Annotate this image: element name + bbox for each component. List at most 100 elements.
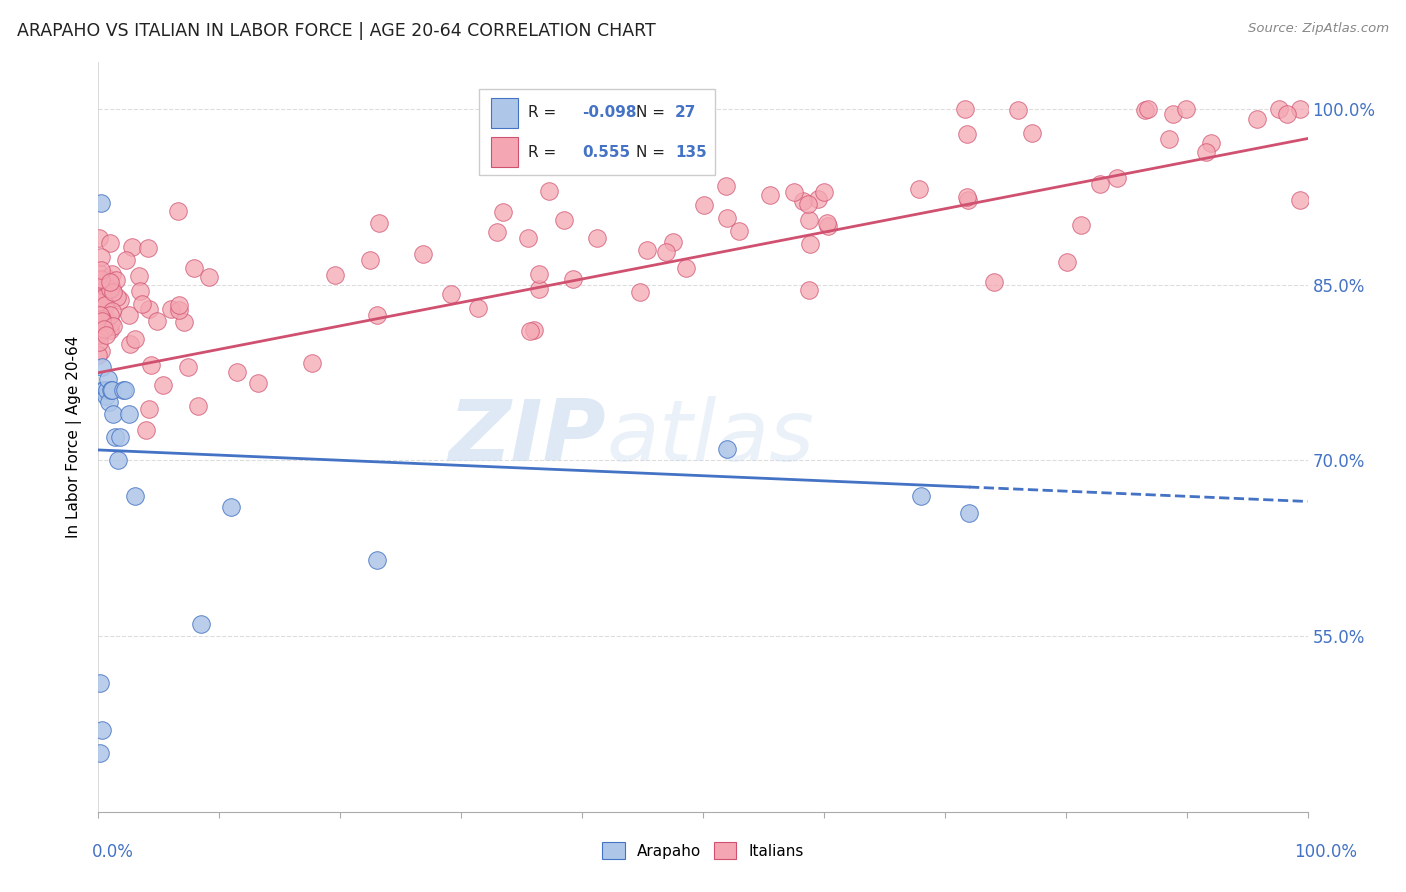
- Point: [131, 297, 153, 311]
- Point: [1175, 102, 1198, 116]
- Text: ZIP: ZIP: [449, 395, 606, 479]
- Point: [523, 323, 546, 337]
- Point: [183, 260, 205, 275]
- Point: [957, 194, 980, 208]
- Point: [1159, 132, 1181, 146]
- Point: [586, 231, 609, 245]
- Text: 0.555: 0.555: [582, 145, 630, 160]
- Point: [129, 284, 152, 298]
- Point: [100, 383, 122, 397]
- Point: [983, 275, 1005, 289]
- Point: [1133, 103, 1156, 117]
- Point: [758, 187, 780, 202]
- Point: [94, 389, 117, 403]
- Text: N =: N =: [637, 105, 671, 120]
- Point: [101, 319, 124, 334]
- Point: [226, 365, 249, 379]
- Point: [96, 383, 118, 397]
- Point: [956, 127, 979, 141]
- Point: [114, 253, 136, 268]
- Point: [121, 240, 143, 254]
- Point: [100, 281, 122, 295]
- Point: [728, 224, 751, 238]
- Point: [190, 617, 212, 632]
- Point: [662, 235, 685, 249]
- Point: [716, 211, 738, 226]
- Point: [93, 322, 115, 336]
- Point: [817, 219, 839, 234]
- Point: [87, 348, 110, 362]
- Point: [792, 194, 814, 209]
- Point: [485, 225, 508, 239]
- Point: [90, 343, 112, 358]
- Point: [108, 293, 131, 308]
- Text: -0.098: -0.098: [582, 105, 637, 120]
- Point: [90, 314, 112, 328]
- Point: [135, 423, 157, 437]
- Point: [797, 283, 820, 297]
- Point: [91, 383, 114, 397]
- Point: [98, 395, 121, 409]
- Point: [187, 400, 209, 414]
- Point: [1163, 107, 1185, 121]
- Point: [675, 260, 697, 275]
- Point: [118, 337, 141, 351]
- Point: [89, 276, 111, 290]
- Point: [97, 371, 120, 385]
- Point: [94, 298, 117, 312]
- Point: [117, 308, 139, 322]
- Point: [89, 676, 111, 690]
- Point: [138, 241, 160, 255]
- Point: [1007, 103, 1029, 118]
- Text: 135: 135: [675, 145, 707, 160]
- Point: [90, 250, 112, 264]
- Point: [138, 301, 160, 316]
- Point: [124, 332, 146, 346]
- Point: [198, 269, 221, 284]
- Point: [1136, 102, 1159, 116]
- Point: [89, 312, 111, 326]
- Text: Source: ZipAtlas.com: Source: ZipAtlas.com: [1249, 22, 1389, 36]
- Point: [94, 312, 117, 326]
- Point: [104, 430, 127, 444]
- Point: [177, 359, 200, 374]
- Text: 0.0%: 0.0%: [91, 843, 134, 861]
- Point: [91, 359, 114, 374]
- Point: [716, 442, 738, 456]
- Point: [89, 746, 111, 760]
- Point: [807, 192, 830, 206]
- Point: [87, 334, 110, 349]
- Point: [105, 290, 128, 304]
- Point: [953, 102, 976, 116]
- Point: [90, 282, 112, 296]
- Point: [141, 358, 163, 372]
- Point: [91, 723, 114, 737]
- FancyBboxPatch shape: [492, 137, 517, 168]
- Point: [98, 282, 121, 296]
- Point: [89, 273, 111, 287]
- FancyBboxPatch shape: [479, 88, 716, 175]
- Point: [93, 383, 115, 397]
- Point: [93, 279, 115, 293]
- FancyBboxPatch shape: [492, 97, 517, 128]
- Point: [467, 301, 489, 315]
- Point: [96, 271, 118, 285]
- Point: [89, 294, 111, 309]
- Point: [956, 190, 979, 204]
- Point: [87, 326, 110, 341]
- Point: [693, 198, 716, 212]
- Point: [103, 285, 125, 299]
- Point: [813, 186, 835, 200]
- Point: [910, 489, 932, 503]
- Point: [221, 500, 243, 515]
- Y-axis label: In Labor Force | Age 20-64: In Labor Force | Age 20-64: [66, 336, 83, 538]
- Point: [91, 278, 114, 293]
- Point: [160, 301, 183, 316]
- Point: [492, 205, 515, 219]
- Point: [537, 185, 560, 199]
- Point: [100, 316, 122, 330]
- Point: [359, 253, 381, 268]
- Point: [169, 298, 191, 312]
- Text: R =: R =: [527, 105, 561, 120]
- Point: [366, 553, 388, 567]
